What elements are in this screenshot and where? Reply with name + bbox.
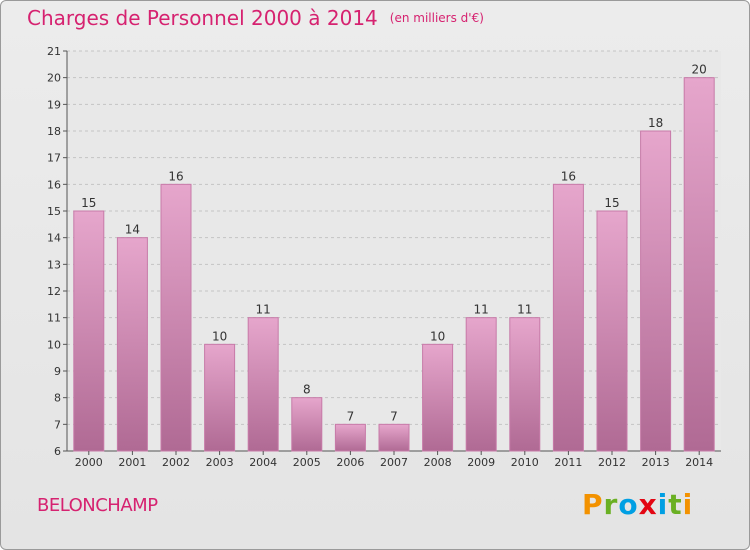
y-tick-label: 14 xyxy=(47,232,61,245)
x-tick-label-2007: 2007 xyxy=(380,456,408,469)
data-label-2008: 10 xyxy=(430,329,445,343)
x-tick-label-2002: 2002 xyxy=(162,456,190,469)
logo-letter: P xyxy=(582,488,604,521)
y-tick-label: 10 xyxy=(47,338,61,351)
x-tick-label-2006: 2006 xyxy=(336,456,364,469)
x-tick-label-2003: 2003 xyxy=(206,456,234,469)
y-tick-label: 19 xyxy=(47,98,61,111)
unit-subtitle: (en milliers d'€) xyxy=(389,11,484,25)
y-tick-label: 17 xyxy=(47,152,61,165)
bar-2003 xyxy=(204,343,236,452)
bar-2007 xyxy=(378,423,410,452)
bar-2000 xyxy=(73,210,105,452)
data-label-2001: 14 xyxy=(125,223,140,237)
data-label-2005: 8 xyxy=(303,383,311,397)
bar-2001 xyxy=(116,237,148,452)
y-tick-label: 9 xyxy=(54,365,61,378)
bar-2009 xyxy=(465,317,497,452)
x-tick-label-2000: 2000 xyxy=(75,456,103,469)
x-tick-label-2011: 2011 xyxy=(554,456,582,469)
data-label-2013: 18 xyxy=(648,116,663,130)
logo-letter: i xyxy=(657,488,669,521)
data-label-2007: 7 xyxy=(390,409,398,423)
logo-letter: t xyxy=(668,488,683,521)
x-tick-label-2004: 2004 xyxy=(249,456,277,469)
chart-title: Charges de Personnel 2000 à 2014 (en mill… xyxy=(27,6,484,30)
logo-letter: i xyxy=(682,488,694,521)
bar-2002 xyxy=(160,183,192,452)
bar-2012 xyxy=(596,210,628,452)
y-tick-label: 7 xyxy=(54,418,61,431)
x-tick-label-2014: 2014 xyxy=(685,456,713,469)
y-tick-label: 15 xyxy=(47,205,61,218)
bar-2005 xyxy=(291,397,323,452)
data-label-2006: 7 xyxy=(347,409,355,423)
logo-letter: o xyxy=(618,488,639,521)
x-tick-label-2013: 2013 xyxy=(642,456,670,469)
x-tick-label-2009: 2009 xyxy=(467,456,495,469)
commune-name: BELONCHAMP xyxy=(37,495,158,516)
data-label-2003: 10 xyxy=(212,329,227,343)
y-tick-label: 18 xyxy=(47,125,61,138)
data-label-2000: 15 xyxy=(81,196,96,210)
bar-2014 xyxy=(683,77,715,452)
y-tick-label: 6 xyxy=(54,445,61,458)
bar-2011 xyxy=(552,183,584,452)
y-tick-label: 21 xyxy=(47,45,61,58)
data-label-2010: 11 xyxy=(517,303,532,317)
data-label-2012: 15 xyxy=(604,196,619,210)
bar-2006 xyxy=(334,423,366,452)
y-tick-label: 16 xyxy=(47,178,61,191)
y-tick-label: 20 xyxy=(47,72,61,85)
bar-2013 xyxy=(640,130,672,452)
data-label-2011: 16 xyxy=(561,169,576,183)
logo-letter: x xyxy=(638,488,658,521)
logo-letter: r xyxy=(603,488,619,521)
proxiti-logo: Proxiti xyxy=(582,488,693,521)
title-text: Charges de Personnel 2000 à 2014 xyxy=(27,6,378,30)
bar-2008 xyxy=(422,343,454,452)
x-tick-label-2008: 2008 xyxy=(424,456,452,469)
data-label-2004: 11 xyxy=(256,303,271,317)
bar-2010 xyxy=(509,317,541,452)
x-tick-label-2012: 2012 xyxy=(598,456,626,469)
data-label-2009: 11 xyxy=(474,303,489,317)
y-tick-label: 11 xyxy=(47,312,61,325)
y-tick-label: 13 xyxy=(47,258,61,271)
x-tick-label-2005: 2005 xyxy=(293,456,321,469)
y-tick-label: 8 xyxy=(54,392,61,405)
bar-2004 xyxy=(247,317,279,452)
x-tick-label-2010: 2010 xyxy=(511,456,539,469)
x-tick-label-2001: 2001 xyxy=(118,456,146,469)
data-label-2002: 16 xyxy=(168,169,183,183)
data-label-2014: 20 xyxy=(692,63,707,77)
y-tick-label: 12 xyxy=(47,285,61,298)
